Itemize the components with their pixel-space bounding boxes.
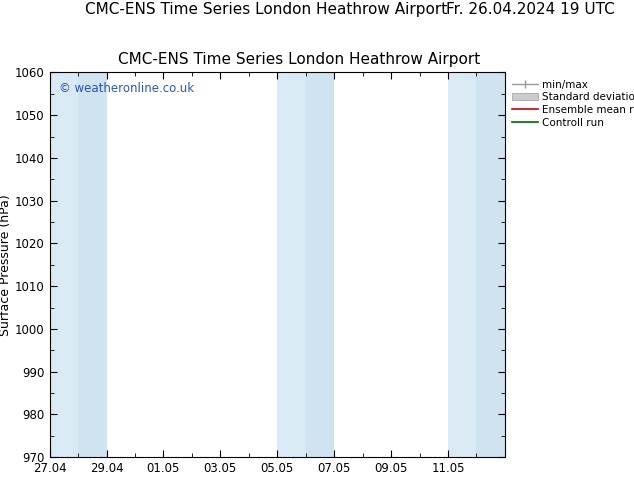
Bar: [476, 73, 505, 457]
Bar: [448, 73, 476, 457]
Legend: min/max, Standard deviation, Ensemble mean run, Controll run: min/max, Standard deviation, Ensemble me…: [510, 77, 634, 129]
Bar: [49, 73, 78, 457]
Y-axis label: Surface Pressure (hPa): Surface Pressure (hPa): [0, 194, 12, 336]
Text: CMC-ENS Time Series London Heathrow Airport: CMC-ENS Time Series London Heathrow Airp…: [118, 52, 480, 67]
Bar: [78, 73, 107, 457]
Text: CMC-ENS Time Series London Heathrow Airport: CMC-ENS Time Series London Heathrow Airp…: [85, 2, 448, 17]
Text: © weatheronline.co.uk: © weatheronline.co.uk: [59, 82, 194, 95]
Bar: [277, 73, 306, 457]
Bar: [306, 73, 334, 457]
Text: Fr. 26.04.2024 19 UTC: Fr. 26.04.2024 19 UTC: [446, 2, 615, 17]
